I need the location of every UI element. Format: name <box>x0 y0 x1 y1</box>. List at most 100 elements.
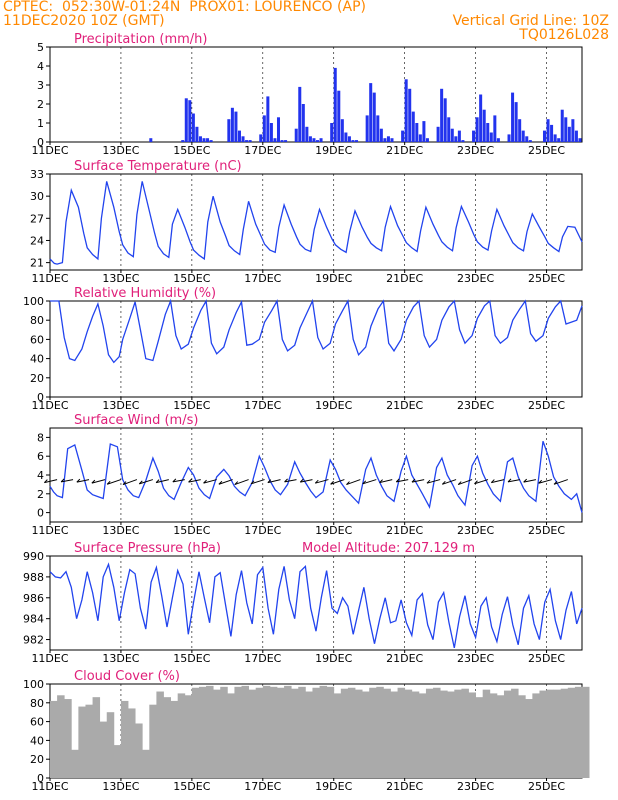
y-tick-label: 982 <box>23 634 44 647</box>
series-line <box>49 440 583 513</box>
cloud-bar <box>120 700 129 778</box>
wind-arrow-head <box>122 481 127 485</box>
x-tick-label: 13DEC <box>102 780 139 793</box>
precip-bar <box>248 140 252 142</box>
wind-arrow-head <box>138 480 143 485</box>
wind-arrow-head <box>395 478 400 483</box>
x-tick-label: 19DEC <box>315 652 352 665</box>
precip-bar <box>188 100 192 142</box>
precip-bar <box>408 88 412 142</box>
y-tick-label: 80 <box>30 697 44 710</box>
precip-bar <box>564 117 568 142</box>
x-tick-label: 15DEC <box>173 399 210 412</box>
cloud-bar <box>71 749 79 778</box>
precip-bar <box>550 124 554 142</box>
precip-bar <box>234 111 238 142</box>
wind-arrow-head <box>250 480 255 485</box>
y-tick-label: 6 <box>37 450 44 463</box>
wind-arrow-head <box>203 479 207 484</box>
wind-arrow-head <box>362 480 367 485</box>
panel-frame <box>49 300 583 398</box>
wind-arrow <box>507 479 521 483</box>
precip-bar <box>461 140 465 142</box>
x-tick-label: 19DEC <box>315 144 352 157</box>
cloud-bar <box>191 687 200 778</box>
cloud-bar <box>156 691 164 778</box>
cloud-bar <box>312 687 320 778</box>
wind-arrow-head <box>553 480 558 485</box>
wind-arrow-head <box>91 479 96 484</box>
wind-arrow <box>218 479 233 485</box>
x-tick-label: 21DEC <box>386 144 423 157</box>
x-tick-label: 11DEC <box>31 144 68 157</box>
x-tick-label: 11DEC <box>31 272 68 285</box>
vertical-grid-info: Vertical Grid Line: 10Z <box>452 13 609 29</box>
cloud-bar <box>503 690 512 778</box>
precip-bar <box>372 92 376 142</box>
cloud-bar <box>298 686 306 778</box>
forecast-date: 11DEC2020 10Z (GMT) <box>3 13 165 29</box>
wind-arrow-head <box>106 480 111 485</box>
y-tick-label: 80 <box>30 314 44 327</box>
wind-arrow <box>396 479 409 483</box>
x-tick-label: 11DEC <box>31 524 68 537</box>
cloud-bar <box>383 688 391 778</box>
y-tick-label: 60 <box>30 333 44 346</box>
wind-arrow-head <box>172 478 177 483</box>
wind-arrow-head <box>284 478 288 483</box>
x-tick-label: 23DEC <box>457 399 494 412</box>
wind-arrow-head <box>44 479 48 484</box>
wind-arrow-head <box>314 479 319 484</box>
wind-arrow <box>442 479 457 485</box>
wind-arrow <box>172 479 185 483</box>
precip-bar <box>195 126 199 142</box>
x-tick-label: 21DEC <box>386 652 423 665</box>
precip-bar <box>230 107 234 142</box>
x-tick-label: 19DEC <box>315 780 352 793</box>
precip-bar <box>386 136 390 142</box>
panel-title: Relative Humidity (%) <box>74 286 216 301</box>
wind-arrow <box>203 479 217 484</box>
cloud-bar <box>496 695 505 778</box>
precip-bar <box>411 111 415 142</box>
precip-bar <box>475 117 479 142</box>
cloud-bar <box>418 693 427 778</box>
cloud-bar <box>362 691 370 778</box>
wind-arrow-head <box>411 478 416 483</box>
y-tick-label: 0 <box>37 391 44 404</box>
cloud-bar <box>447 691 455 778</box>
panel-frame <box>49 427 583 523</box>
y-tick-label: 40 <box>30 734 44 747</box>
x-tick-label: 21DEC <box>386 272 423 285</box>
x-tick-label: 25DEC <box>528 144 565 157</box>
wind-arrow <box>474 479 489 485</box>
cloud-bar <box>404 689 413 778</box>
cloud-bar <box>305 691 313 778</box>
wind-arrow-head <box>155 479 160 483</box>
wind-arrow-head <box>76 478 81 483</box>
wind-arrow-head <box>188 478 192 483</box>
precip-bar <box>454 136 458 142</box>
precip-bar <box>553 134 557 142</box>
panel-title: Surface Wind (m/s) <box>74 413 198 428</box>
wind-arrow-head <box>234 481 239 485</box>
wind-arrow <box>107 479 122 485</box>
series-line <box>49 562 583 649</box>
cloud-bar <box>57 695 65 778</box>
precip-bar <box>383 138 387 142</box>
cloud-bar <box>326 686 335 778</box>
y-tick-label: 2 <box>37 98 44 111</box>
precip-bar <box>401 130 405 142</box>
wind-arrow <box>379 479 393 484</box>
precip-bar <box>294 128 298 142</box>
cloud-bar <box>553 689 562 778</box>
precip-bar <box>337 90 341 142</box>
x-tick-label: 25DEC <box>528 399 565 412</box>
precip-bar <box>379 128 383 142</box>
precip-bar <box>440 88 444 142</box>
y-tick-label: 21 <box>30 257 44 270</box>
cloud-bar <box>355 689 363 778</box>
x-tick-label: 13DEC <box>102 144 139 157</box>
cloud-bar <box>574 686 583 778</box>
wind-arrow <box>426 479 441 484</box>
